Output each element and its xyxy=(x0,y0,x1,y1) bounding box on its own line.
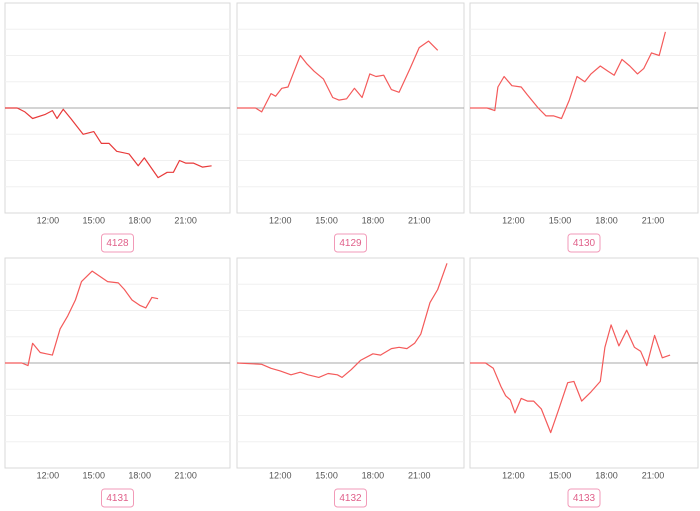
series-line xyxy=(5,270,159,367)
chart-button[interactable] xyxy=(101,488,134,508)
x-tick-label: 18:00 xyxy=(128,470,151,480)
chart-title[interactable]: 4129 xyxy=(339,238,362,249)
x-tick-label: 18:00 xyxy=(595,470,618,480)
chart-title[interactable]: 4128 xyxy=(106,238,129,249)
x-tick-label: 21:00 xyxy=(642,470,665,480)
series-line xyxy=(470,31,666,120)
chart-button[interactable] xyxy=(567,233,601,253)
x-tick-label: 15:00 xyxy=(83,215,106,225)
chart-button[interactable] xyxy=(334,233,367,253)
x-tick-label: 12:00 xyxy=(502,470,525,480)
series-line xyxy=(470,324,671,434)
x-tick-label: 21:00 xyxy=(408,470,431,480)
x-tick-label: 15:00 xyxy=(549,470,572,480)
chart-button[interactable] xyxy=(334,488,367,508)
x-tick-label: 21:00 xyxy=(408,215,431,225)
chart-title[interactable]: 4132 xyxy=(339,493,362,504)
chart-button[interactable] xyxy=(567,488,601,508)
chart-title[interactable]: 4131 xyxy=(106,493,129,504)
chart-button[interactable] xyxy=(101,233,134,253)
x-tick-label: 15:00 xyxy=(83,470,106,480)
x-tick-label: 18:00 xyxy=(362,215,385,225)
chart-title[interactable]: 4130 xyxy=(573,238,596,249)
x-tick-label: 18:00 xyxy=(595,215,618,225)
x-tick-label: 18:00 xyxy=(128,215,151,225)
x-tick-label: 15:00 xyxy=(549,215,572,225)
series-line xyxy=(5,107,212,179)
series-line xyxy=(236,263,448,378)
x-tick-label: 18:00 xyxy=(362,470,385,480)
x-tick-label: 12:00 xyxy=(37,470,60,480)
x-tick-label: 15:00 xyxy=(315,215,338,225)
x-tick-label: 21:00 xyxy=(174,470,197,480)
x-tick-label: 12:00 xyxy=(502,215,525,225)
chart-title[interactable]: 4133 xyxy=(573,493,596,504)
x-tick-label: 21:00 xyxy=(174,215,197,225)
x-tick-label: 21:00 xyxy=(642,215,665,225)
x-tick-label: 12:00 xyxy=(37,215,60,225)
x-tick-label: 15:00 xyxy=(315,470,338,480)
x-tick-label: 12:00 xyxy=(269,215,292,225)
x-tick-label: 12:00 xyxy=(269,470,292,480)
series-line xyxy=(237,40,439,113)
